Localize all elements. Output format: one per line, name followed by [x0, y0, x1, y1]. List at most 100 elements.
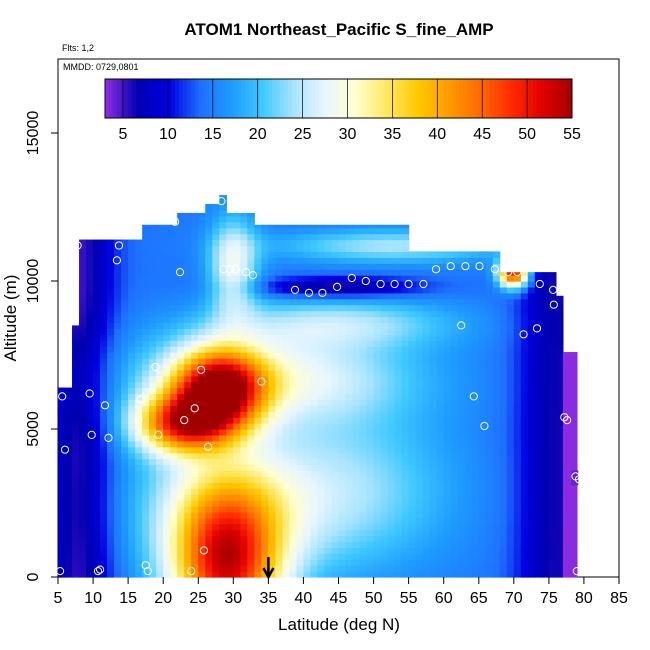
heat-cell: [86, 352, 94, 359]
heat-cell: [506, 452, 515, 460]
heat-cell: [156, 494, 164, 501]
heat-cell: [212, 494, 220, 501]
colorbar-segment: [517, 79, 522, 118]
heat-cell: [387, 440, 396, 448]
heat-cell: [205, 452, 213, 460]
heat-cell: [534, 565, 543, 572]
heat-cell: [324, 411, 333, 418]
heat-cell: [282, 511, 291, 519]
heat-cell: [205, 263, 213, 270]
heat-cell: [394, 269, 403, 276]
heat-cell: [499, 559, 508, 566]
heat-cell: [100, 346, 108, 353]
heat-cell: [72, 547, 80, 554]
heat-cell: [429, 446, 438, 454]
heat-cell: [464, 310, 473, 318]
heat-cell: [331, 399, 340, 406]
heat-cell: [226, 541, 234, 548]
heat-cell: [359, 565, 368, 572]
heat-cell: [352, 304, 361, 312]
heat-cell: [366, 233, 375, 241]
heat-cell: [170, 275, 178, 282]
heat-cell: [401, 251, 410, 258]
sample-point: [333, 282, 342, 291]
heat-cell: [457, 292, 466, 300]
heat-cell: [233, 423, 241, 430]
heat-cell: [296, 375, 305, 383]
heat-cell: [527, 393, 536, 400]
heat-cell: [233, 434, 241, 442]
heat-cell: [261, 357, 269, 365]
heat-cell: [219, 233, 227, 241]
heat-cell: [513, 488, 522, 495]
heat-cell: [233, 363, 241, 371]
heat-cell: [163, 286, 171, 294]
heat-cell: [499, 571, 508, 578]
heat-cell: [485, 553, 494, 560]
heat-cell: [219, 257, 227, 264]
heat-cell: [555, 387, 564, 395]
heat-cell: [373, 452, 382, 460]
heat-cell: [457, 423, 466, 430]
heat-cell: [436, 464, 445, 472]
heat-cell: [415, 346, 424, 353]
heat-cell: [548, 470, 557, 477]
heat-cell: [324, 470, 333, 477]
heat-cell: [310, 452, 319, 460]
heat-cell: [422, 411, 431, 418]
heat-cell: [485, 411, 494, 418]
heat-cell: [121, 553, 129, 560]
heat-cell: [177, 553, 185, 560]
heat-cell: [205, 281, 213, 288]
heat-cell: [233, 446, 241, 454]
heat-cell: [443, 434, 452, 442]
heat-cell: [170, 446, 178, 454]
heat-cell: [324, 571, 333, 578]
heat-cell: [317, 482, 326, 489]
heat-cell: [492, 387, 501, 395]
heat-cell: [527, 399, 536, 406]
heat-cell: [107, 316, 115, 324]
heat-cell: [233, 517, 241, 525]
heat-cell: [415, 529, 424, 537]
heat-cell: [450, 405, 459, 412]
sample-point: [87, 430, 96, 439]
heat-cell: [555, 559, 564, 566]
heat-cell: [170, 328, 178, 335]
heat-cell: [457, 571, 466, 578]
heat-cell: [303, 239, 312, 247]
heat-cell: [163, 470, 171, 477]
colorbar-segment: [400, 79, 406, 118]
heat-cell: [520, 429, 529, 436]
heat-cell: [282, 405, 291, 412]
heat-cell: [100, 304, 108, 312]
heat-cell: [240, 535, 248, 543]
heat-cell: [247, 423, 255, 430]
heat-cell: [352, 387, 361, 395]
heat-cell: [170, 511, 178, 519]
heat-cell: [478, 310, 487, 318]
heat-cell: [513, 541, 522, 548]
sample-point: [151, 362, 160, 371]
heat-cell: [191, 470, 199, 477]
heat-cell: [275, 298, 283, 306]
heat-cell: [198, 310, 206, 318]
colorbar-tick-label: 15: [204, 126, 222, 143]
heat-cell: [359, 458, 368, 466]
heat-cell: [492, 322, 501, 329]
heat-cell: [58, 476, 66, 483]
heat-cell: [177, 411, 185, 418]
heat-cell: [303, 405, 312, 412]
heat-cell: [464, 281, 473, 288]
heat-cell: [366, 547, 375, 554]
heat-cell: [184, 535, 192, 543]
heat-cell: [226, 452, 234, 460]
heat-cell: [471, 310, 480, 318]
heat-cell: [156, 275, 164, 282]
heat-cell: [506, 505, 515, 513]
heat-cell: [534, 275, 543, 282]
heat-cell: [324, 340, 333, 347]
heat-cell: [401, 387, 410, 395]
heat-cell: [198, 375, 206, 383]
heat-cell: [303, 517, 312, 525]
